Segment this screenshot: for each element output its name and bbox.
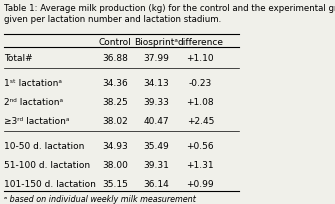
Text: 40.47: 40.47 — [143, 117, 169, 126]
Text: 2ⁿᵈ lactationᵃ: 2ⁿᵈ lactationᵃ — [4, 98, 63, 106]
Text: 34.36: 34.36 — [103, 79, 128, 88]
Text: 38.02: 38.02 — [103, 117, 128, 126]
Text: 10-50 d. lactation: 10-50 d. lactation — [4, 141, 84, 150]
Text: 34.13: 34.13 — [143, 79, 169, 88]
Text: 38.00: 38.00 — [102, 160, 128, 169]
Text: 38.25: 38.25 — [103, 98, 128, 106]
Text: 36.88: 36.88 — [102, 54, 128, 63]
Text: 35.15: 35.15 — [102, 180, 128, 188]
Text: Total#: Total# — [4, 54, 32, 63]
Text: 37.99: 37.99 — [143, 54, 169, 63]
Text: Table 1: Average milk production (kg) for the control and the experimental group: Table 1: Average milk production (kg) fo… — [4, 4, 335, 23]
Text: 101-150 d. lactation: 101-150 d. lactation — [4, 180, 96, 188]
Text: +0.99: +0.99 — [187, 180, 214, 188]
Text: ᵃ based on individual weekly milk measurement: ᵃ based on individual weekly milk measur… — [4, 194, 196, 203]
Text: +1.08: +1.08 — [187, 98, 214, 106]
Text: Biosprintᵃ: Biosprintᵃ — [134, 38, 178, 47]
Text: +1.31: +1.31 — [187, 160, 214, 169]
Text: Control: Control — [99, 38, 132, 47]
Text: +0.56: +0.56 — [187, 141, 214, 150]
Text: ≥3ʳᵈ lactationᵃ: ≥3ʳᵈ lactationᵃ — [4, 117, 69, 126]
Text: 51-100 d. lactation: 51-100 d. lactation — [4, 160, 90, 169]
Text: 35.49: 35.49 — [143, 141, 169, 150]
Text: 39.33: 39.33 — [143, 98, 169, 106]
Text: 36.14: 36.14 — [143, 180, 169, 188]
Text: +1.10: +1.10 — [187, 54, 214, 63]
Text: difference: difference — [177, 38, 223, 47]
Text: 34.93: 34.93 — [103, 141, 128, 150]
Text: 1ˢᵗ lactationᵃ: 1ˢᵗ lactationᵃ — [4, 79, 62, 88]
Text: -0.23: -0.23 — [189, 79, 212, 88]
Text: 39.31: 39.31 — [143, 160, 169, 169]
Text: +2.45: +2.45 — [187, 117, 214, 126]
